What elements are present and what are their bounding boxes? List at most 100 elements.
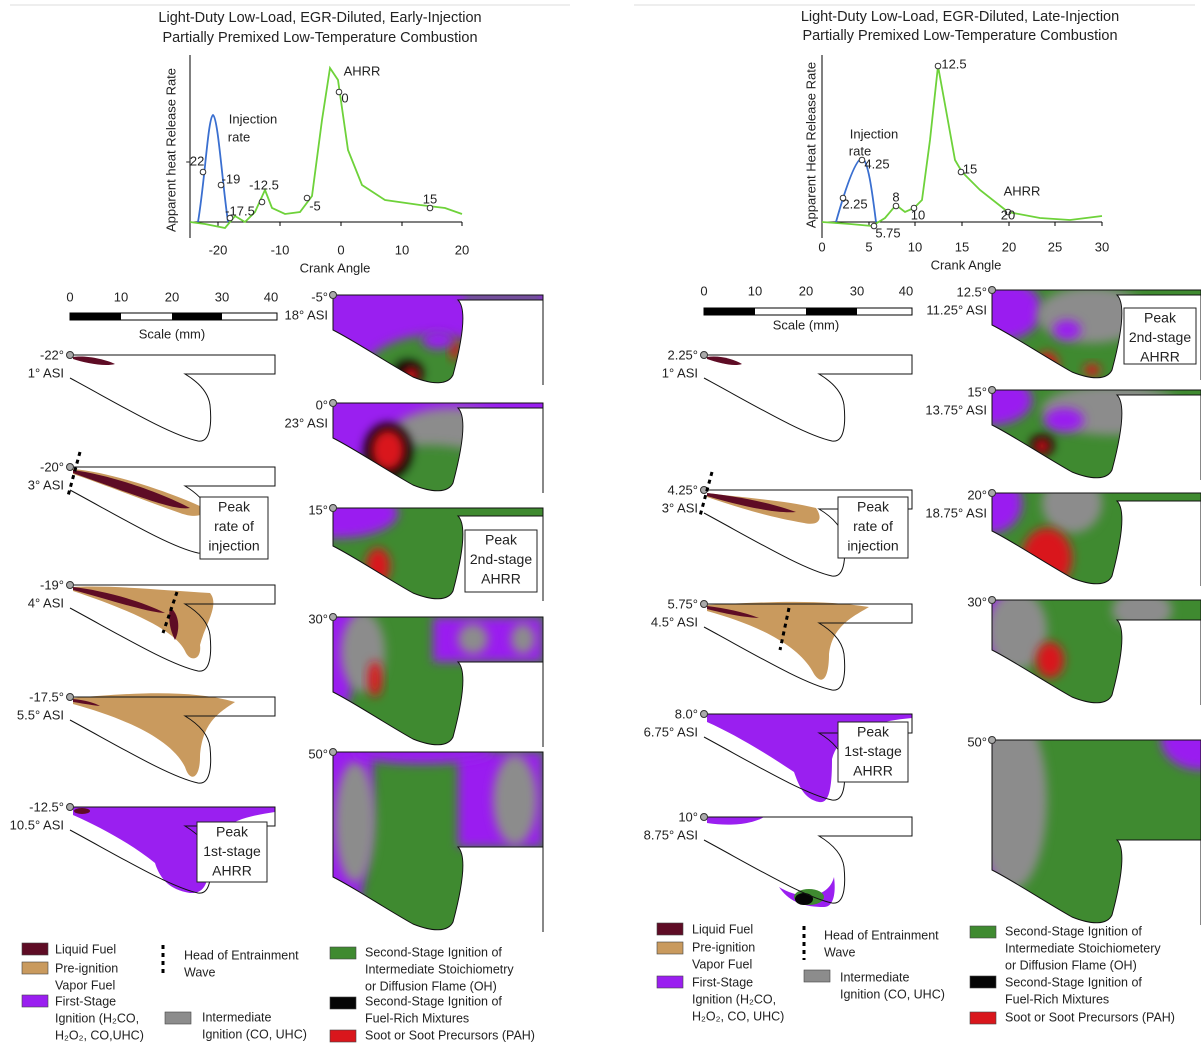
figure-title: Light-Duty Low-Load, EGR-Diluted, Early-… [158, 10, 481, 26]
legend-swatch [330, 947, 356, 959]
cfd-fields [333, 403, 543, 521]
figure: Light-Duty Low-Load, EGR-Diluted, Early-… [0, 0, 1201, 1046]
combustion-region [335, 762, 375, 882]
curve-marker [200, 169, 206, 175]
spray-snapshot [701, 601, 913, 691]
callout-text: 1st-stage [844, 743, 902, 759]
x-tick-label: -10 [271, 242, 290, 257]
callout-text: AHRR [212, 863, 252, 879]
legend-swatch [970, 926, 996, 938]
callout-text: Peak [485, 532, 518, 548]
crank-angle-label: -17.5° [29, 689, 64, 704]
combustion-region [977, 710, 1047, 890]
combustion-region [493, 755, 537, 845]
scale-tick-label: 20 [165, 289, 179, 304]
x-tick-label: 10 [395, 242, 409, 257]
x-tick-label: -20 [209, 242, 228, 257]
scale-tick-label: 0 [700, 283, 707, 298]
cfd-snapshot [952, 375, 1201, 490]
plot-annotation: 20 [1001, 207, 1015, 222]
injector [67, 464, 74, 471]
fuel-region [73, 356, 115, 365]
legend-text: Head of Entrainment [184, 948, 299, 962]
fuel-region [707, 817, 764, 825]
figure-title: Light-Duty Low-Load, EGR-Diluted, Late-I… [801, 9, 1119, 25]
curve-marker [935, 63, 941, 69]
asi-label: 13.75° ASI [925, 402, 987, 417]
legend-text: First-Stage [692, 975, 753, 989]
legend-text: Fuel-Rich Mixtures [365, 1011, 469, 1025]
scale-segment [172, 313, 222, 320]
fuel-region [74, 808, 90, 814]
cfd-snapshot [330, 400, 544, 522]
plot-annotation: 5.75 [875, 225, 900, 240]
legend-swatch [330, 997, 356, 1009]
asi-label: 4° ASI [28, 595, 64, 610]
crank-angle-label: 20° [967, 487, 987, 502]
crank-angle-label: 30° [308, 611, 328, 626]
combustion-region [1042, 473, 1102, 533]
combustion-region [1053, 320, 1081, 340]
legend-text: Ignition (H₂CO, [55, 1011, 139, 1025]
x-tick-label: 20 [1002, 239, 1016, 254]
callout-text: injection [847, 538, 898, 554]
plot-annotation: -22 [186, 153, 205, 168]
injector [701, 814, 708, 821]
injection-rate-curve [198, 115, 228, 222]
injector [330, 505, 337, 512]
callout-text: 2nd-stage [1129, 329, 1191, 345]
legend-text: Wave [824, 945, 856, 959]
plot-annotation: 4.25 [864, 156, 889, 171]
asi-label: 3° ASI [662, 500, 698, 515]
injector [330, 614, 337, 621]
combustion-region [422, 331, 454, 349]
spray-snapshot [67, 352, 276, 442]
asi-label: 4.5° ASI [651, 614, 698, 629]
injector [989, 490, 996, 497]
crank-angle-label: 5.75° [667, 596, 698, 611]
cfd-fields [972, 670, 1201, 940]
legend-text: Soot or Soot Precursors (PAH) [1005, 1010, 1175, 1024]
plot-annotation: 15 [963, 161, 977, 176]
y-axis-label: Apparent heat Release Rate [163, 68, 178, 232]
spray-snapshot [67, 582, 276, 672]
scale-segment [806, 308, 857, 315]
plot-annotation: AHRR [1004, 183, 1041, 198]
crank-angle-label: 4.25° [667, 482, 698, 497]
scale-tick-label: 10 [748, 283, 762, 298]
injector [67, 694, 74, 701]
asi-label: 8.75° ASI [644, 827, 698, 842]
legend-text: Second-Stage Ignition of [1005, 975, 1142, 989]
plot-annotation: -5 [309, 198, 321, 213]
combustion-region [278, 488, 398, 538]
legend-swatch [970, 976, 996, 988]
scale-tick-label: 0 [66, 289, 73, 304]
x-tick-label: 0 [337, 242, 344, 257]
legend-text: Ignition (CO, UHC) [840, 987, 945, 1001]
combustion-region [371, 429, 405, 471]
combustion-region [1044, 408, 1084, 432]
cfd-snapshot [972, 670, 1201, 940]
injector [701, 601, 708, 608]
injector [67, 582, 74, 589]
injector [989, 737, 996, 744]
legend-swatch [22, 943, 48, 955]
callout-text: Peak [1144, 310, 1177, 326]
legend-text: Intermediate Stoichiometry [365, 962, 514, 976]
scale-tick-label: 20 [799, 283, 813, 298]
legend-text: Head of Entrainment [824, 928, 939, 942]
crank-angle-label: -20° [40, 459, 64, 474]
scale-label: Scale (mm) [773, 317, 839, 332]
legend-text: Second-Stage Ignition of [365, 945, 502, 959]
crank-angle-label: -19° [40, 577, 64, 592]
combustion-region [403, 367, 419, 383]
injector [989, 287, 996, 294]
plot-annotation: Injection [850, 126, 898, 141]
x-tick-label: 10 [908, 239, 922, 254]
legend-text: Pre-ignition [55, 961, 118, 975]
legend-swatch [970, 1012, 996, 1024]
crank-angle-label: -12.5° [29, 799, 64, 814]
page: Light-Duty Low-Load, EGR-Diluted, Early-… [0, 0, 1201, 1046]
plot-annotation: -17.5 [225, 203, 255, 218]
combustion-region [1084, 364, 1100, 376]
